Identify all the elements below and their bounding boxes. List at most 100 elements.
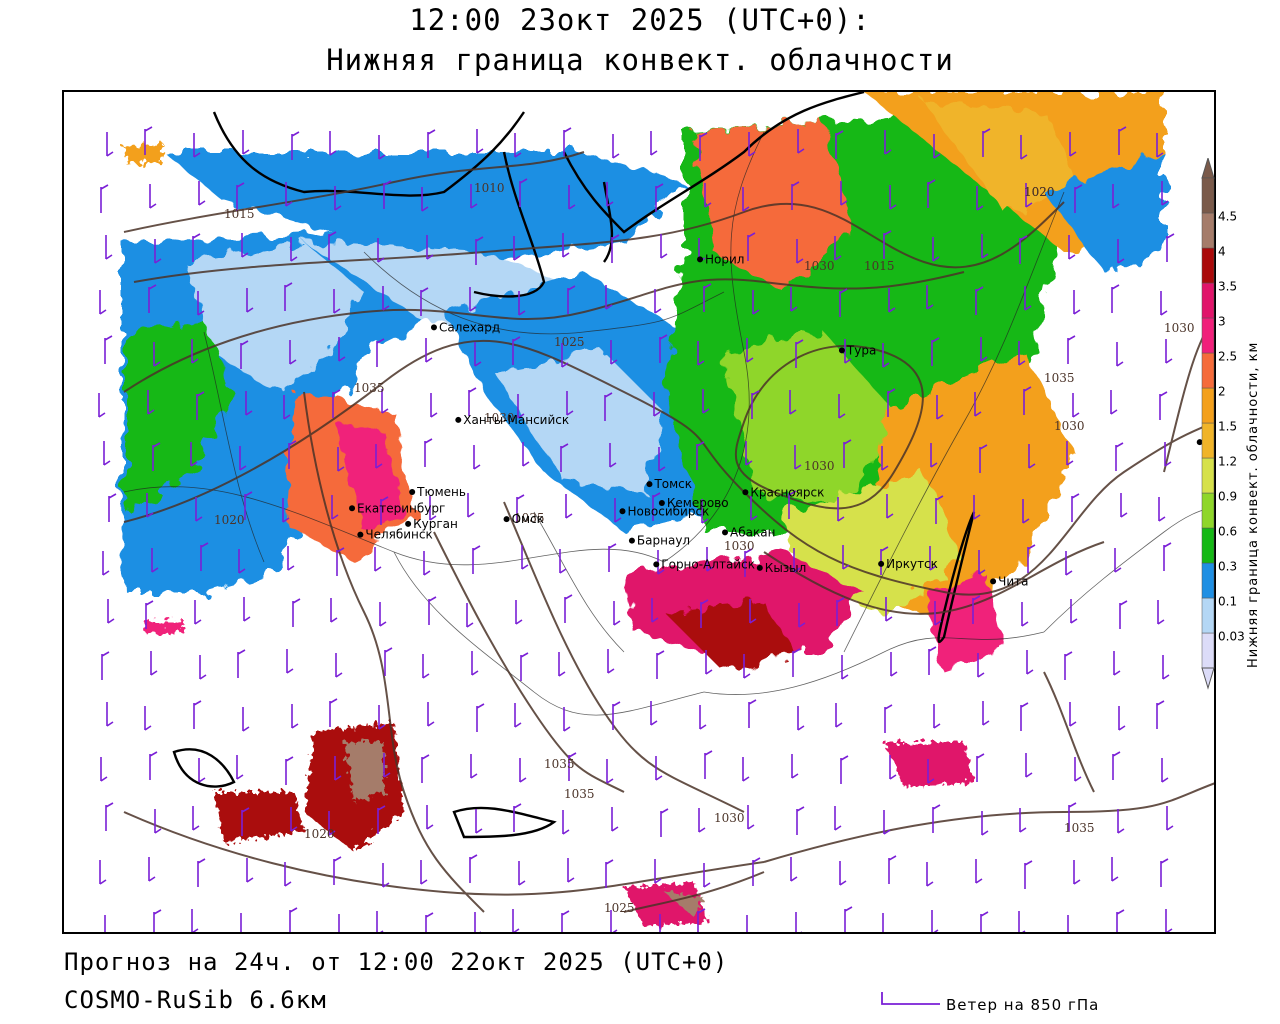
city-marker <box>756 564 763 571</box>
wind-barb <box>791 181 800 210</box>
isobar-label: 1035 <box>1044 371 1075 385</box>
wind-barb <box>976 753 985 782</box>
wind-barb <box>466 603 474 628</box>
wind-barb <box>651 598 659 623</box>
wind-barb <box>838 394 846 419</box>
wind-barb <box>790 287 798 312</box>
coastline-baikal <box>937 511 976 644</box>
wind-barb <box>192 233 201 262</box>
wind-barb <box>561 343 569 368</box>
wind-barb <box>191 909 199 932</box>
wind-barb <box>420 860 428 885</box>
coastline-kara <box>212 111 525 197</box>
wind-barb <box>337 447 345 472</box>
wind-barb <box>428 596 437 625</box>
isobar <box>303 391 485 913</box>
wind-barb <box>1163 542 1172 571</box>
wind-barb <box>748 132 756 157</box>
wind-barb <box>795 912 802 932</box>
wind-barb <box>239 446 247 471</box>
wind-barb <box>105 802 114 831</box>
wind-barb <box>1019 808 1027 833</box>
cloud-area-lightblue-center <box>494 352 664 492</box>
wind-barb <box>291 131 300 160</box>
city-marker <box>455 416 462 423</box>
cloud-area-yellowgreen-east <box>724 332 904 502</box>
wind-barb <box>476 129 484 154</box>
wind-barb <box>149 184 157 209</box>
isobar <box>763 782 1214 863</box>
coastline-gyda <box>602 181 614 263</box>
wind-barb <box>378 705 386 730</box>
wind-barb-legend <box>881 992 940 1005</box>
wind-barb <box>243 597 251 622</box>
wind-barb <box>699 705 707 730</box>
isobar <box>123 151 585 233</box>
city-marker <box>503 516 510 523</box>
isobar-label: 1020 <box>1024 185 1055 199</box>
wind-barb <box>1019 235 1028 264</box>
city-label: Кызыл <box>765 561 807 575</box>
city-label: Красноярск <box>750 485 824 499</box>
wind-barb <box>196 391 205 420</box>
wind-barb <box>522 442 530 467</box>
wind-barb <box>103 441 111 466</box>
wind-barb <box>106 132 114 157</box>
wind-barb <box>882 913 884 932</box>
wind-barb <box>605 285 613 310</box>
legend-color-swatch <box>1201 457 1215 494</box>
wind-barb <box>1020 135 1028 160</box>
wind-barb <box>197 291 205 316</box>
wind-barb <box>291 704 299 729</box>
wind-barb <box>1072 393 1080 418</box>
cloud-area-sw-red <box>214 792 304 842</box>
wind-barb <box>289 340 297 365</box>
wind-barb <box>108 493 117 522</box>
wind-barb <box>148 857 156 882</box>
wind-barb <box>706 547 714 572</box>
wind-barb <box>151 548 159 573</box>
wind-barb <box>329 131 337 156</box>
isobar-label: 1035 <box>564 787 595 801</box>
wind-barb <box>745 441 753 466</box>
wind-barb <box>1022 499 1030 524</box>
isobar-label: 1035 <box>354 381 385 395</box>
wind-barb <box>654 289 662 314</box>
cloud-area-magenta-ural <box>334 422 404 532</box>
wind-barb <box>1074 184 1083 213</box>
wind-barb <box>332 389 341 418</box>
coastline-balkhash <box>452 806 557 839</box>
wind-barb <box>565 494 573 519</box>
wind-barb <box>606 759 614 784</box>
isobar <box>763 541 1105 615</box>
wind-barb <box>240 913 242 932</box>
wind-barb <box>835 130 844 159</box>
wind-barb <box>932 804 941 833</box>
wind-barb <box>374 547 382 572</box>
cloud-area-blue-west <box>122 232 444 592</box>
wind-barb <box>704 183 712 208</box>
cities-layer: ЯкутскНорилСалехардТураХанты-МансийскЕка… <box>349 252 1214 588</box>
wind-barb <box>334 756 342 781</box>
wind-barb <box>611 807 619 832</box>
city-marker <box>742 489 749 496</box>
wind-barb <box>383 753 391 778</box>
forecast-line: Прогноз на 24ч. от 12:00 22окт 2025 (UTC… <box>64 948 729 976</box>
legend-color-swatch <box>1201 492 1215 529</box>
wind-barb <box>750 496 758 521</box>
wind-barb <box>840 755 849 784</box>
wind-barb <box>331 495 339 520</box>
wind-barb <box>424 438 433 467</box>
wind-barbs-layer <box>98 126 1175 932</box>
wind-barb <box>430 393 438 418</box>
wind-barb <box>1166 233 1175 262</box>
wind-barb <box>1070 599 1078 624</box>
wind-barb <box>1166 806 1174 831</box>
wind-barb <box>329 698 338 727</box>
wind-barb <box>377 238 385 263</box>
wind-barb <box>333 856 342 885</box>
wind-barb <box>467 493 475 518</box>
wind-barb <box>883 810 891 835</box>
city-marker <box>1196 439 1203 446</box>
wind-barb <box>843 439 852 468</box>
